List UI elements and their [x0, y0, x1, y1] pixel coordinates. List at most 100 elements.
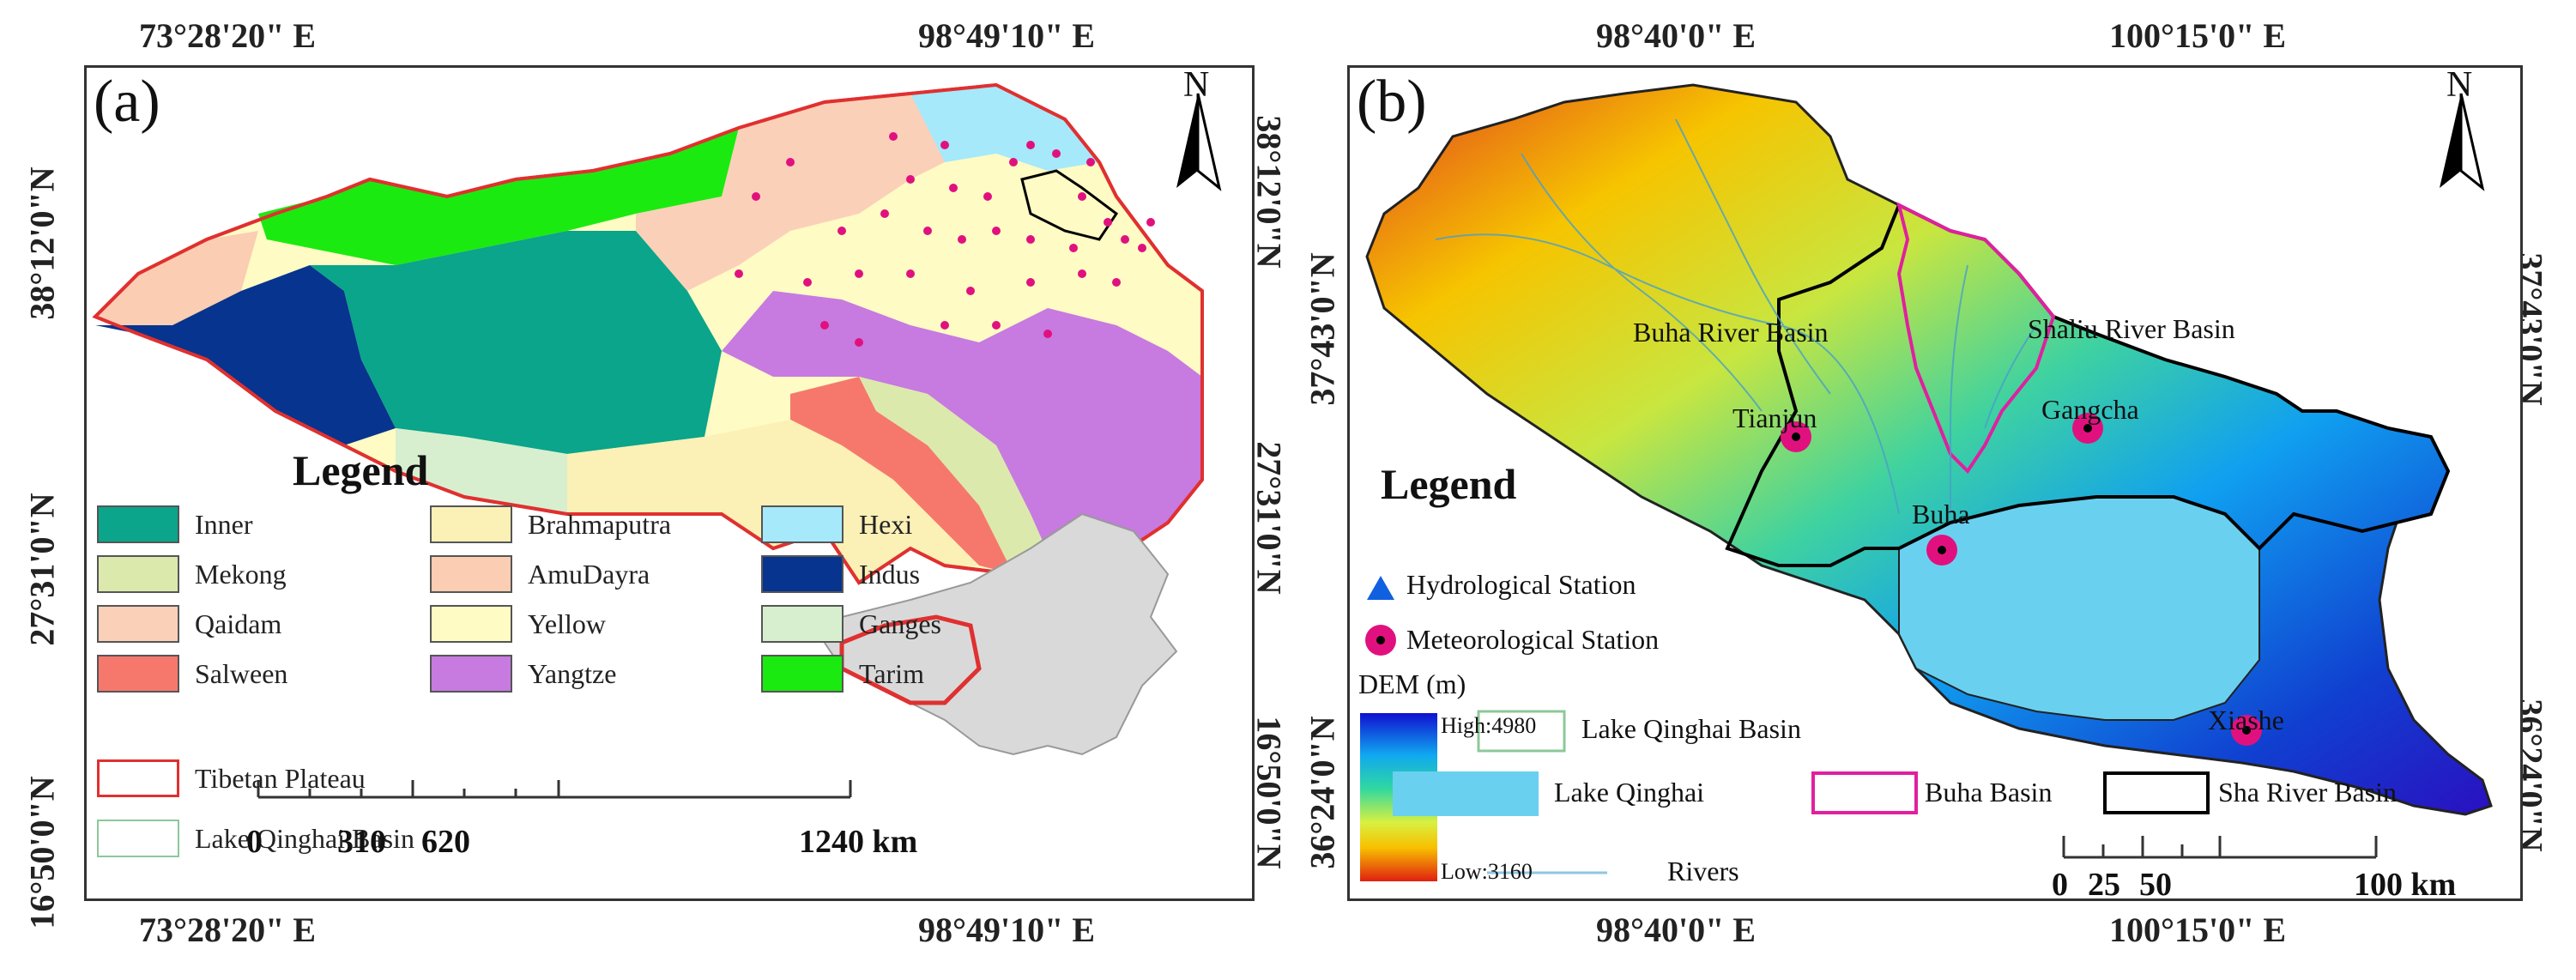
label-salween: Salween [195, 657, 288, 689]
coord-a-right-1: 38°12'0"N [1249, 115, 1289, 269]
label-shaliu-river-basin: Shaliu River Basin [2028, 313, 2235, 344]
panel-b-label: (b) [1357, 69, 1427, 135]
label-yellow: Yellow [528, 608, 606, 639]
buha-basin-outline [1896, 202, 2056, 475]
label-dem: DEM (m) [1358, 668, 1466, 699]
scale-b-100: 100 km [2354, 867, 2457, 901]
label-ganges: Ganges [859, 608, 941, 639]
scale-bar-a [257, 780, 852, 799]
swatch-lake-qinghai-basin-b [1477, 710, 1566, 753]
label-rivers: Rivers [1667, 856, 1739, 886]
legend-yangtze: Yangtze [430, 655, 616, 693]
coord-a-right-2: 27°31'0"N [1249, 441, 1289, 595]
station-xiashe [2231, 715, 2262, 746]
label-tibetan-plateau: Tibetan Plateau [195, 762, 366, 794]
coord-a-bottom-left: 73°28'20" E [139, 910, 316, 949]
swatch-brahmaputra [430, 505, 512, 543]
meteorological-stations [1781, 413, 2262, 746]
coord-b-top-right: 100°15'0" E [2109, 16, 2286, 55]
china-inset-plateau [839, 614, 982, 705]
legend-inner: Inner [97, 505, 253, 543]
coord-b-left-2: 36°24'0"N [1303, 716, 1342, 869]
label-station-tianjun: Tianjun [1732, 402, 1817, 433]
coord-a-right-3: 16°50'0"N [1249, 716, 1289, 869]
swatch-sha-river-basin [2103, 771, 2210, 814]
lake-qinghai [1898, 496, 2260, 721]
rivers [1435, 118, 2037, 515]
scale-b-0: 0 [2052, 867, 2068, 901]
label-inner: Inner [195, 508, 253, 540]
station-dots [735, 132, 1155, 347]
lake-qinghai-map-svg [1360, 83, 2493, 881]
swatch-tarim [761, 655, 844, 693]
scale-b-50: 50 [2139, 867, 2172, 901]
label-meteorological-station: Meteorological Station [1406, 624, 1660, 655]
basin-qaidam [636, 85, 996, 291]
meteorological-station-icon [1365, 625, 1396, 656]
basin-mekong [859, 377, 1065, 591]
basin-ganges [396, 428, 567, 514]
scale-a-1240: 1240 km [799, 824, 918, 860]
legend-brahmaputra: Brahmaputra [430, 505, 671, 543]
coord-a-top-left: 73°28'20" E [139, 16, 316, 55]
legend-tibetan-plateau: Tibetan Plateau [97, 759, 366, 797]
basin-indus [95, 265, 396, 445]
legend-mekong: Mekong [97, 555, 287, 593]
legend-yellow: Yellow [430, 605, 606, 643]
hydrological-station-icon [1367, 576, 1394, 600]
lake-qinghai-basin-dem [1365, 83, 2493, 816]
panel-b-north-label: N [2446, 65, 2473, 105]
label-lake-qinghai-basin-a: Lake Qinghai Basin [195, 822, 414, 854]
coord-a-left-1: 38°12'0"N [22, 166, 62, 320]
label-mekong: Mekong [195, 558, 287, 590]
label-station-xiashe: Xiashe [2208, 705, 2284, 735]
label-indus: Indus [859, 558, 921, 590]
swatch-lake-qinghai [1393, 771, 1539, 816]
legend-hexi: Hexi [761, 505, 912, 543]
swatch-yellow [430, 605, 512, 643]
basin-salween [790, 377, 1013, 574]
scale-a-310: 310 [337, 824, 386, 860]
basin-hexi [910, 85, 1099, 171]
coord-a-left-3: 16°50'0"N [22, 776, 62, 929]
station-gangcha [2072, 413, 2103, 444]
panel-a-north-label: N [1183, 65, 1210, 105]
coord-b-left-1: 37°43'0"N [1303, 252, 1342, 406]
scale-a-0: 0 [246, 824, 263, 860]
legend-ganges: Ganges [761, 605, 941, 643]
label-dem-low: Low:3160 [1441, 859, 1533, 884]
station-tianjun [1781, 421, 1811, 452]
coord-a-top-right: 98°49'10" E [918, 16, 1095, 55]
label-hydrological-station: Hydrological Station [1406, 569, 1636, 600]
label-buha-basin: Buha Basin [1925, 777, 2053, 808]
panel-a-tibetan-plateau-map: (a) N Legend Inner Mekong Qaidam Salween Bra… [84, 65, 1255, 901]
swatch-tibetan-plateau [97, 759, 179, 797]
panel-b-legend-title: Legend [1381, 460, 1517, 508]
swatch-buha-basin [1811, 771, 1918, 814]
label-amudayra: AmuDayra [528, 558, 650, 590]
label-sha-river-basin: Sha River Basin [2218, 777, 2397, 808]
scale-a-620: 620 [421, 824, 470, 860]
swatch-hexi [761, 505, 844, 543]
label-tarim: Tarim [859, 657, 924, 689]
label-hexi: Hexi [859, 508, 913, 540]
label-brahmaputra: Brahmaputra [528, 508, 672, 540]
north-arrow-icon [1176, 93, 1222, 191]
label-dem-high: High:4980 [1441, 713, 1537, 738]
label-lake-qinghai: Lake Qinghai [1554, 777, 1705, 808]
tibetan-plateau-map-svg [92, 82, 1222, 799]
coord-a-bottom-right: 98°49'10" E [918, 910, 1095, 949]
station-buha [1926, 535, 1957, 566]
label-qaidam: Qaidam [195, 608, 282, 639]
label-station-buha: Buha [1912, 499, 1970, 529]
basin-brahmaputra [567, 420, 979, 583]
swatch-mekong [97, 555, 179, 593]
scale-b-25: 25 [2088, 867, 2120, 901]
label-station-gangcha: Gangcha [2041, 394, 2139, 425]
basin-inner [310, 231, 722, 454]
swatch-amudayra [430, 555, 512, 593]
legend-tarim: Tarim [761, 655, 924, 693]
coord-b-bottom-left: 98°40'0" E [1596, 910, 1756, 949]
legend-lake-qinghai-basin-a: Lake Qinghai Basin [97, 820, 414, 857]
swatch-indus [761, 555, 844, 593]
